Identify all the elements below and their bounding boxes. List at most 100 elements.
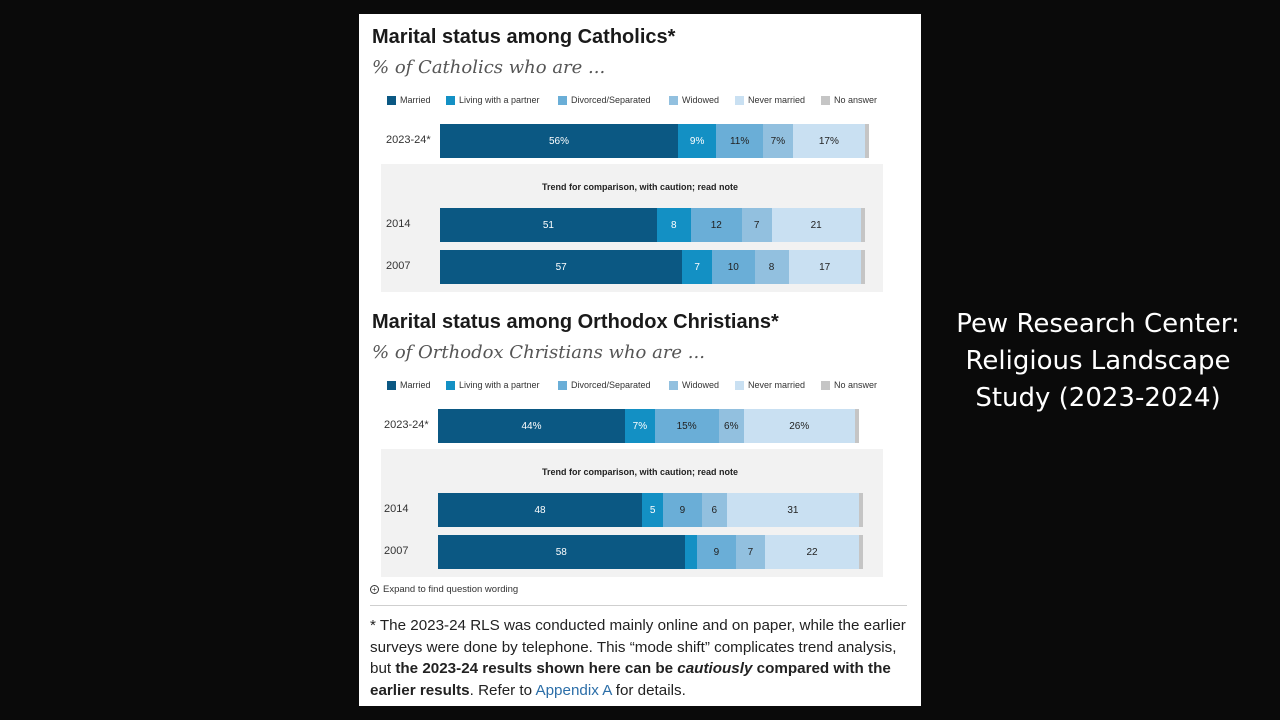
- bar-segment-divorced: 9: [697, 535, 736, 569]
- legend-item-divorced: Divorced/Separated: [558, 380, 651, 390]
- legend-swatch: [558, 95, 567, 105]
- data-label: 5: [649, 504, 656, 516]
- expand-label: Expand to find question wording: [383, 584, 519, 595]
- legend-label: Widowed: [682, 380, 720, 390]
- data-label: 48: [534, 504, 546, 516]
- row-label: 2007: [386, 260, 411, 272]
- legend-swatch: [735, 380, 744, 390]
- bar-segment-married: 57: [440, 250, 683, 284]
- data-label: 7: [694, 261, 700, 273]
- trend-title: Trend for comparison, with caution; read…: [541, 182, 739, 192]
- bar-segment-noanswer: [860, 208, 865, 242]
- legend-swatch: [821, 95, 830, 105]
- bar-segment-divorced: 10: [712, 250, 755, 284]
- bar-segment-widowed: 6%: [718, 409, 744, 443]
- bar-segment-married: 51: [440, 208, 657, 242]
- legend-item-never: Never married: [735, 380, 805, 390]
- bar-segment-widowed: 7: [741, 208, 772, 242]
- chart-title-catholics: Marital status among Catholics*: [372, 26, 676, 48]
- legend-swatch: [558, 380, 567, 390]
- bar-segment-noanswer: [854, 409, 859, 443]
- bar-segment-divorced: 9: [663, 493, 702, 527]
- bar-segment-living: [684, 535, 698, 569]
- data-label: 44%: [521, 420, 542, 432]
- expand-icon: +: [370, 585, 379, 594]
- legend-swatch: [446, 95, 455, 105]
- bar-segment-noanswer: [865, 124, 870, 158]
- legend-item-noanswer: No answer: [821, 380, 877, 390]
- legend-item-living: Living with a partner: [446, 380, 540, 390]
- note-text-1: * The 2023-24 RLS was conducted mainly o…: [370, 617, 906, 677]
- data-label: 8: [670, 219, 677, 231]
- expand-question-wording[interactable]: + Expand to find question wording: [370, 584, 518, 595]
- data-label: 9%: [689, 135, 705, 147]
- legend-item-divorced: Divorced/Separated: [558, 95, 651, 105]
- row-label: 2007: [384, 545, 409, 557]
- note-bold-2: compared with the earlier results: [370, 660, 891, 699]
- data-label: 10: [727, 261, 739, 273]
- legend-label: Living with a partner: [459, 380, 540, 390]
- chart-subtitle-orthodox: % of Orthodox Christians who are ...: [372, 342, 705, 363]
- trend-title: Trend for comparison, with caution; read…: [541, 467, 739, 477]
- note-bold-italic: cautiously: [677, 660, 753, 677]
- legend-item-widowed: Widowed: [669, 95, 719, 105]
- data-label: 12: [710, 219, 722, 231]
- legend-swatch: [387, 95, 396, 105]
- caption: Pew Research Center: Religious Landscape…: [948, 306, 1248, 417]
- row-label: 2023-24*: [386, 134, 431, 146]
- data-label: 21: [810, 219, 822, 231]
- legend-label: Widowed: [682, 95, 720, 105]
- legend-item-never: Never married: [735, 95, 805, 105]
- bar-segment-married: 44%: [438, 409, 625, 443]
- legend-label: Never married: [748, 380, 806, 390]
- legend-swatch: [821, 380, 830, 390]
- bar-segment-living: 7: [682, 250, 712, 284]
- bar-segment-never: 26%: [744, 409, 855, 443]
- data-label: 7%: [632, 420, 648, 432]
- bar-segment-living: 5: [642, 493, 664, 527]
- note-text-2: . Refer to: [469, 681, 536, 699]
- data-label: 9: [713, 546, 720, 558]
- bar-segment-noanswer: [858, 493, 863, 527]
- data-label: 11%: [729, 135, 750, 147]
- legend-swatch: [446, 380, 455, 390]
- data-label: 51: [542, 219, 554, 231]
- bar-segment-living: 9%: [678, 124, 717, 158]
- data-label: 7: [753, 219, 760, 231]
- legend-swatch: [387, 380, 396, 390]
- bar-segment-divorced: 15%: [654, 409, 719, 443]
- chart-title-orthodox: Marital status among Orthodox Christians…: [372, 311, 779, 333]
- row-label: 2023-24*: [384, 419, 429, 431]
- legend-label: Married: [400, 380, 431, 390]
- bar-segment-married: 58: [438, 535, 685, 569]
- note-text-3: for details.: [611, 681, 686, 699]
- legend-swatch: [669, 380, 678, 390]
- legend-item-married: Married: [387, 95, 431, 105]
- chart-subtitle-catholics: % of Catholics who are ...: [372, 57, 606, 78]
- data-label: 7: [747, 546, 754, 558]
- legend-label: Living with a partner: [459, 95, 540, 105]
- bar-segment-never: 31: [727, 493, 859, 527]
- legend-item-noanswer: No answer: [821, 95, 877, 105]
- bar-segment-divorced: 11%: [716, 124, 763, 158]
- data-label: 22: [806, 546, 818, 558]
- bar-segment-divorced: 12: [690, 208, 742, 242]
- footnote: * The 2023-24 RLS was conducted mainly o…: [370, 615, 910, 701]
- appendix-a-link[interactable]: Appendix A: [535, 681, 612, 699]
- data-label: 7%: [770, 135, 786, 147]
- legend-label: Never married: [748, 95, 806, 105]
- bar-segment-married: 48: [438, 493, 642, 527]
- legend-item-married: Married: [387, 380, 431, 390]
- legend-item-widowed: Widowed: [669, 380, 719, 390]
- row-label: 2014: [386, 218, 411, 230]
- bar-segment-widowed: 6: [701, 493, 727, 527]
- bar-segment-never: 22: [765, 535, 859, 569]
- bar-segment-noanswer: [860, 250, 865, 284]
- chart-card: Marital status among Catholics* % of Cat…: [359, 14, 921, 706]
- data-label: 26%: [789, 420, 810, 432]
- bar-segment-never: 17: [788, 250, 861, 284]
- data-label: 31: [787, 504, 799, 516]
- bar-segment-living: 7%: [625, 409, 655, 443]
- note-bold-1: the 2023-24 results shown here can be: [395, 660, 678, 677]
- legend-item-living: Living with a partner: [446, 95, 540, 105]
